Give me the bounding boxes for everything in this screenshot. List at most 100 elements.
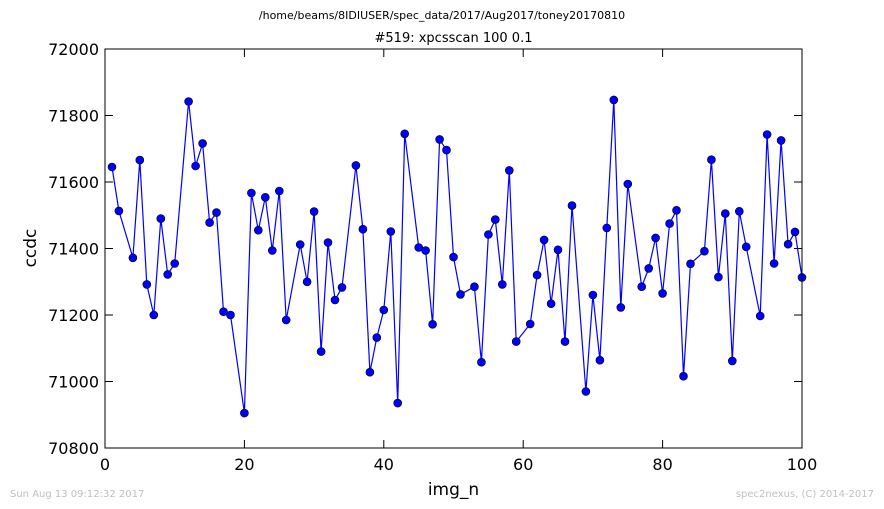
data-point <box>219 307 228 317</box>
data-point <box>260 193 270 202</box>
y-tick-label: 70800 <box>48 439 99 458</box>
x-tick-label: 0 <box>100 455 110 474</box>
data-point <box>637 282 647 292</box>
chart-title: #519: xpcsscan 100 0.1 <box>375 31 533 46</box>
data-point <box>497 280 507 289</box>
data-point <box>602 223 612 233</box>
y-tick-label: 71400 <box>48 240 99 259</box>
y-tick-label: 71200 <box>48 306 99 325</box>
data-point <box>790 227 800 237</box>
data-point <box>372 333 382 342</box>
data-point <box>358 224 368 234</box>
x-tick-label: 20 <box>234 455 254 474</box>
data-point <box>769 259 779 268</box>
data-point <box>330 295 340 305</box>
data-point <box>309 207 319 216</box>
data-point <box>107 162 117 172</box>
y-tick-label: 71600 <box>48 173 99 192</box>
series-points <box>107 95 807 418</box>
data-point <box>351 161 361 170</box>
data-point <box>212 208 221 217</box>
data-point <box>762 130 772 139</box>
y-tick-label: 71000 <box>48 373 99 392</box>
data-point <box>581 387 591 396</box>
data-point <box>274 186 284 196</box>
data-point <box>302 277 312 287</box>
y-axis-ticks: 70800 71000 71200 71400 71600 71800 72000 <box>48 40 802 458</box>
x-tick-label: 60 <box>513 455 533 474</box>
data-point <box>337 283 347 292</box>
data-point <box>560 337 570 346</box>
y-tick-label: 72000 <box>48 40 99 59</box>
data-point <box>253 225 263 235</box>
footer-credit: spec2nexus, (C) 2014-2017 <box>735 489 874 500</box>
data-point <box>658 289 667 298</box>
data-point <box>714 272 723 282</box>
data-point <box>198 139 207 148</box>
data-point <box>442 145 451 155</box>
plot-frame <box>104 48 803 449</box>
data-point <box>295 240 305 249</box>
data-point <box>114 206 124 216</box>
data-point <box>421 246 430 255</box>
data-point <box>205 218 214 227</box>
data-point <box>484 230 493 239</box>
data-point <box>734 207 744 216</box>
data-point <box>567 201 577 210</box>
data-point <box>170 259 179 268</box>
y-tick-label: 71800 <box>48 107 99 126</box>
data-point <box>679 371 688 381</box>
data-point <box>539 235 549 245</box>
data-point <box>532 270 542 280</box>
data-point <box>281 315 291 325</box>
data-point <box>435 135 444 144</box>
data-point <box>776 136 786 145</box>
data-point <box>595 355 605 365</box>
data-point <box>644 264 654 273</box>
data-point <box>156 214 166 223</box>
data-point <box>477 357 486 367</box>
data-point <box>700 246 709 256</box>
data-point <box>609 95 619 105</box>
data-point <box>428 319 437 329</box>
data-point <box>386 227 396 236</box>
data-point <box>504 166 514 175</box>
data-point <box>525 319 535 329</box>
data-point <box>553 245 563 255</box>
data-point <box>727 356 737 366</box>
data-point <box>616 303 626 312</box>
y-axis-label: ccdc <box>21 229 41 268</box>
data-point <box>651 233 660 243</box>
data-point <box>393 398 403 408</box>
x-tick-label: 80 <box>652 455 672 474</box>
data-point <box>720 209 730 218</box>
data-point <box>184 97 193 106</box>
x-axis-ticks: 0 20 40 60 80 100 <box>100 49 817 474</box>
data-point <box>142 280 152 289</box>
data-point <box>226 310 235 320</box>
data-point <box>755 311 765 321</box>
data-point <box>316 347 326 356</box>
x-axis-label: img_n <box>428 480 479 500</box>
data-point <box>490 215 500 224</box>
data-point <box>149 310 159 320</box>
data-point <box>135 155 145 165</box>
data-point <box>511 337 521 346</box>
data-point <box>456 290 465 299</box>
data-point <box>323 238 333 247</box>
data-point <box>686 259 695 269</box>
footer-timestamp: Sun Aug 13 09:12:32 2017 <box>10 489 145 500</box>
chart-suptitle: /home/beams/8IDIUSER/spec_data/2017/Aug2… <box>259 9 625 22</box>
data-point <box>267 246 277 255</box>
data-point <box>240 408 249 418</box>
data-point <box>623 179 633 189</box>
data-point <box>546 299 556 309</box>
data-point <box>783 239 793 249</box>
data-point <box>191 161 200 171</box>
data-point <box>707 155 716 164</box>
data-point <box>449 252 458 262</box>
data-point <box>741 242 751 252</box>
data-point <box>588 290 598 300</box>
data-point <box>470 282 479 292</box>
